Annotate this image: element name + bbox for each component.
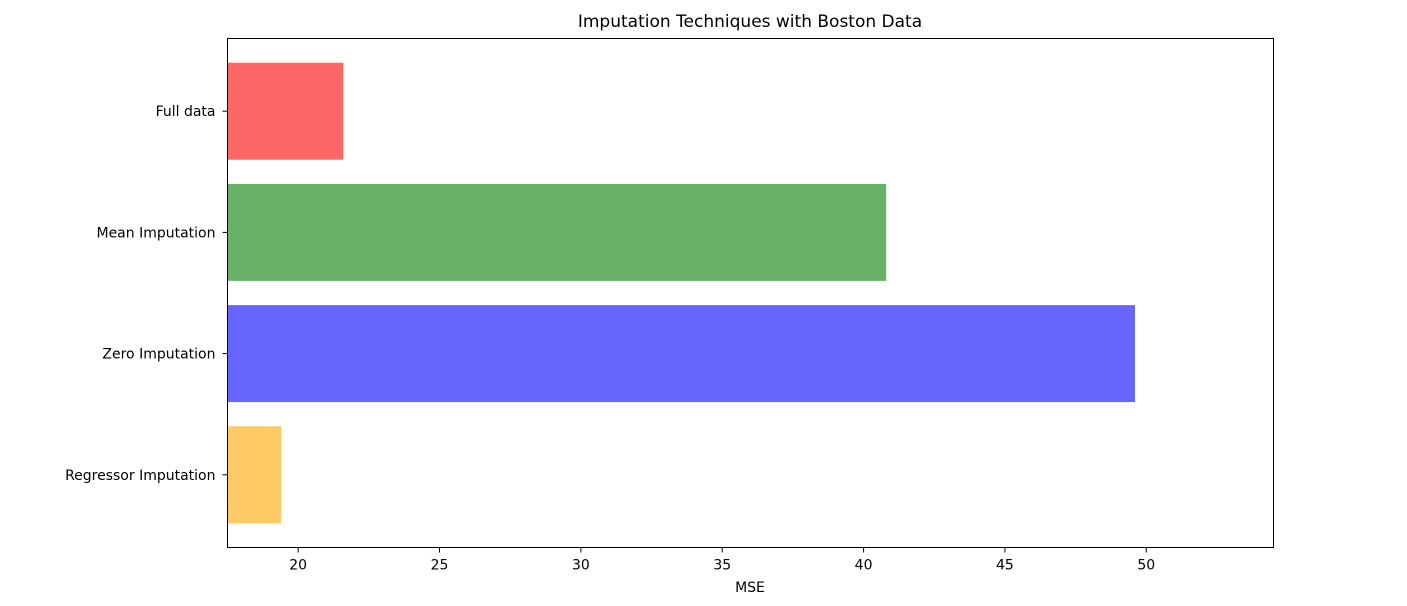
x-tick-label: 50 xyxy=(1137,558,1155,574)
chart-title: Imputation Techniques with Boston Data xyxy=(578,12,922,32)
y-tick-label: Mean Imputation xyxy=(96,225,215,241)
x-tick-label: 30 xyxy=(572,558,590,574)
y-tick-label: Regressor Imputation xyxy=(65,468,215,484)
bar-full-data xyxy=(227,62,344,160)
x-axis-label: MSE xyxy=(735,580,765,596)
y-tick-label: Zero Imputation xyxy=(102,347,215,363)
x-tick-label: 25 xyxy=(431,558,449,574)
plot-frame xyxy=(227,38,1274,548)
y-tick-label: Full data xyxy=(156,104,216,120)
x-tick-label: 45 xyxy=(996,558,1014,574)
x-tick-label: 40 xyxy=(855,558,873,574)
bar-mean-imputation xyxy=(227,183,887,281)
x-axis: 20 25 30 35 40 45 50 xyxy=(289,547,1155,574)
bar-zero-imputation xyxy=(227,305,1135,403)
bars-layer xyxy=(227,62,1135,524)
y-axis: Full data Mean Imputation Zero Imputation R… xyxy=(65,104,228,484)
bar-regressor-imputation xyxy=(227,426,282,524)
x-tick-label: 20 xyxy=(289,558,307,574)
x-tick-label: 35 xyxy=(713,558,731,574)
